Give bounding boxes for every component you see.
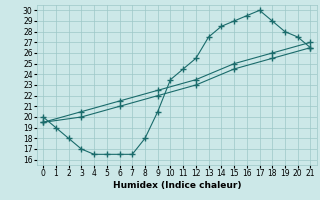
X-axis label: Humidex (Indice chaleur): Humidex (Indice chaleur) bbox=[113, 181, 241, 190]
